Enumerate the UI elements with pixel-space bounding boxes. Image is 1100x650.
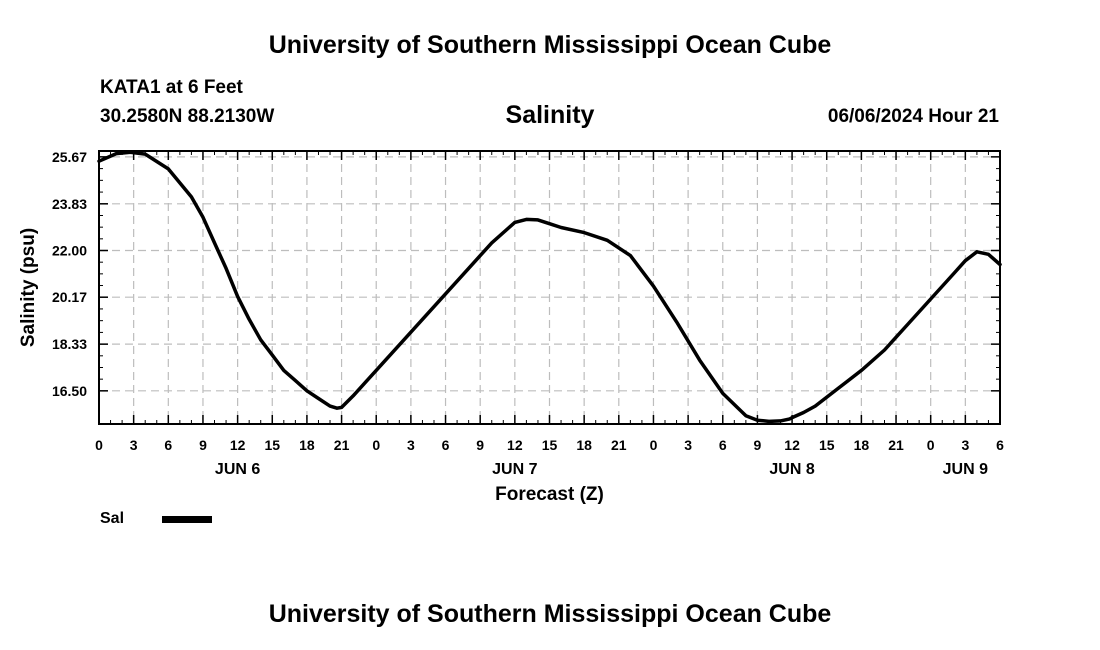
station-label: KATA1 at 6 Feet (100, 77, 243, 98)
x-tick-label: 15 (264, 437, 280, 453)
x-tick-label: 0 (372, 437, 380, 453)
y-tick-labels: 16.50 18.33 20.17 22.00 23.83 25.67 (52, 149, 87, 399)
x-tick-label: 3 (407, 437, 415, 453)
y-tick-label: 18.33 (52, 336, 87, 352)
x-tick-label: 6 (719, 437, 727, 453)
x-tick-label: 18 (299, 437, 315, 453)
forecast-datetime: 06/06/2024 Hour 21 (827, 106, 999, 127)
x-tick-label: 21 (334, 437, 350, 453)
y-tick-label: 23.83 (52, 196, 87, 212)
x-tick-label: 3 (684, 437, 692, 453)
y-tick-label: 22.00 (52, 243, 87, 259)
grid-lines (99, 151, 1000, 424)
x-tick-label: 12 (230, 437, 246, 453)
legend-label: Sal (100, 510, 125, 527)
header-title: University of Southern Mississippi Ocean… (268, 31, 832, 59)
legend-swatch (162, 516, 212, 523)
x-tick-labels: 0 3 6 9 12 15 18 21 0 3 6 9 12 15 18 21 0 3 6 9 12 15 18 21 0 3 6 (95, 437, 1004, 453)
x-tick-label: 12 (507, 437, 523, 453)
day-label: JUN 9 (943, 461, 988, 478)
chart-title: Salinity (505, 101, 595, 129)
x-tick-label: 18 (576, 437, 592, 453)
day-label: JUN 8 (769, 461, 814, 478)
x-tick-label: 6 (996, 437, 1004, 453)
x-tick-label: 21 (888, 437, 904, 453)
x-tick-label: 3 (961, 437, 969, 453)
x-tick-label: 15 (819, 437, 835, 453)
x-tick-label: 3 (130, 437, 138, 453)
station-coordinates: 30.2580N 88.2130W (100, 106, 275, 127)
x-tick-label: 9 (476, 437, 484, 453)
x-tick-label: 6 (164, 437, 172, 453)
x-tick-label: 15 (542, 437, 558, 453)
x-axis-title: Forecast (Z) (495, 484, 604, 505)
y-tick-label: 20.17 (52, 289, 87, 305)
x-tick-label: 6 (442, 437, 450, 453)
x-tick-label: 0 (650, 437, 658, 453)
footer-title: University of Southern Mississippi Ocean… (268, 600, 832, 628)
series-line-sal (97, 150, 1002, 424)
day-label: JUN 6 (215, 461, 260, 478)
y-tick-label: 25.67 (52, 149, 87, 165)
y-tick-label: 16.50 (52, 383, 87, 399)
x-tick-label: 18 (854, 437, 870, 453)
x-tick-label: 0 (927, 437, 935, 453)
x-tick-label: 12 (784, 437, 800, 453)
x-tick-label: 9 (199, 437, 207, 453)
x-tick-label: 0 (95, 437, 103, 453)
y-axis-title: Salinity (psu) (18, 228, 39, 347)
x-tick-label: 21 (611, 437, 627, 453)
plot-frame (98, 150, 1001, 425)
day-labels: JUN 6 JUN 7 JUN 8 JUN 9 (215, 461, 988, 478)
x-tick-label: 9 (754, 437, 762, 453)
day-label: JUN 7 (492, 461, 537, 478)
